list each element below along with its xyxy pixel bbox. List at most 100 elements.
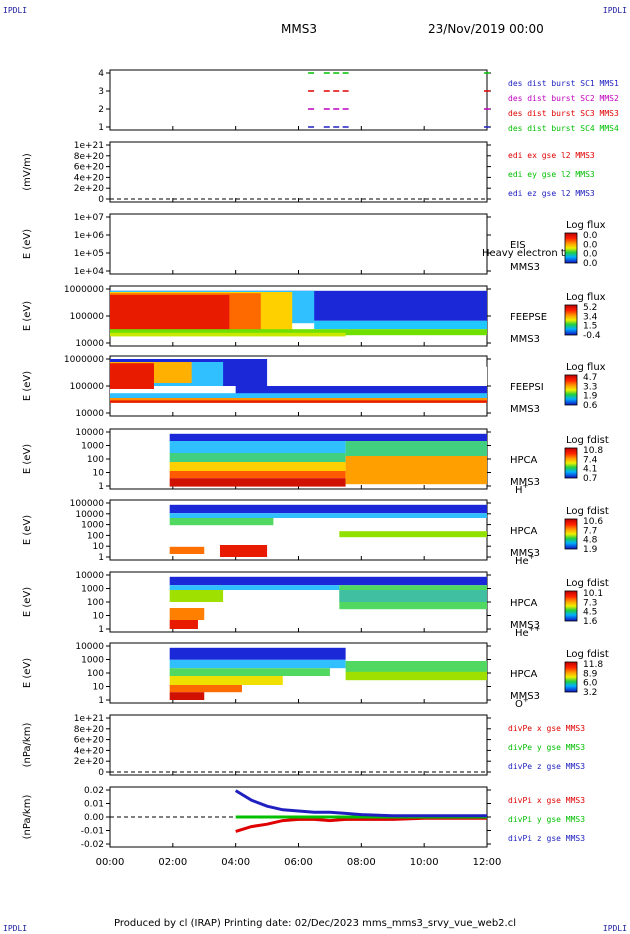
y-tick-label: 3 <box>98 87 104 97</box>
y-axis-label: E (eV) <box>22 371 33 401</box>
heatmap-band <box>110 363 154 389</box>
colorbar-tick-label: -0.4 <box>583 331 601 341</box>
instrument-label: FEEPSI <box>510 382 544 393</box>
legend-entry: divPe y gse MMS3 <box>508 743 585 752</box>
y-tick-label: 1 <box>98 553 104 563</box>
panel-burst-flags: 4 3 2 1 des dist burst SC1 MMS1 des dist burs… <box>98 69 619 133</box>
y-axis-label: E (eV) <box>22 658 33 688</box>
colorbar-tick-label: 1.9 <box>583 392 598 402</box>
colorbar-title: Log fdist <box>566 578 609 589</box>
heatmap-band <box>169 590 224 602</box>
heatmap-band <box>169 647 346 660</box>
y-axis-label: E (eV) <box>22 301 33 331</box>
heatmap-band <box>169 692 205 700</box>
heatmap-band <box>169 453 346 462</box>
y-tick-label: 1000 <box>81 585 104 595</box>
heatmap-band <box>169 585 340 590</box>
colorbar-tick-label: 4.1 <box>583 465 597 475</box>
y-tick-label: 0.01 <box>84 800 104 810</box>
legend-entry: des dist burst SC3 MMS3 <box>508 109 619 118</box>
y-tick-label: 0.02 <box>84 786 104 796</box>
colorbar-tick-label: 6.0 <box>583 679 598 689</box>
colorbar-title: Log fdist <box>566 649 609 660</box>
heatmap-band <box>169 513 488 518</box>
y-tick-label: 10 <box>93 683 105 693</box>
legend-entry: divPi y gse MMS3 <box>508 815 585 824</box>
instrument-spacecraft-label: MMS3 <box>510 404 540 415</box>
y-tick-label: 10000 <box>75 642 104 652</box>
heatmap-band <box>110 329 487 336</box>
legend-entry: des dist burst SC4 MMS4 <box>508 124 619 133</box>
colorbar-tick-label: 5.2 <box>583 303 597 313</box>
x-tick-label: 00:00 <box>96 857 125 868</box>
heatmap-band <box>169 504 488 514</box>
instrument-label: FEEPSE <box>510 312 547 323</box>
colorbar-tick-label: 7.4 <box>583 455 598 465</box>
panel-feeps-e: 1000000 100000 10000 E (eV) FEEPSE MMS3 Log fl… <box>22 285 606 349</box>
legend-entry: edi ey gse l2 MMS3 <box>508 170 595 179</box>
legend-entry: des dist burst SC1 MMS1 <box>508 79 619 88</box>
x-tick-label: 02:00 <box>158 857 187 868</box>
species-label: He++ <box>515 625 541 639</box>
instrument-spacecraft-label: MMS3 <box>510 334 540 345</box>
y-tick-label: 1e+04 <box>74 267 105 277</box>
y-tick-label: 8e+20 <box>74 152 105 162</box>
y-tick-label: 6e+20 <box>74 163 105 173</box>
heatmap-band <box>339 531 487 538</box>
colorbar-tick-label: 0.0 <box>583 240 598 250</box>
heatmap-band <box>169 620 198 629</box>
y-tick-label: 2e+20 <box>74 184 105 194</box>
species-label: He+ <box>515 553 535 567</box>
legend-entry: divPi z gse MMS3 <box>508 834 585 843</box>
corner-label-bottom-left: IPDLI <box>3 924 28 933</box>
x-tick-label: 06:00 <box>284 857 313 868</box>
legend-entry: divPe x gse MMS3 <box>508 724 585 733</box>
legend-entry: divPi x gse MMS3 <box>508 796 585 805</box>
instrument-spacecraft-label: MMS3 <box>510 262 540 273</box>
colorbar-tick-label: 3.2 <box>583 688 597 698</box>
y-axis-label: (nPa/km) <box>22 723 33 768</box>
y-tick-label: 0.00 <box>84 813 104 823</box>
colorbar-tick-label: 11.8 <box>583 660 603 670</box>
species-charge: + <box>523 482 529 490</box>
y-tick-label: 10 <box>93 612 105 622</box>
heatmap-band <box>235 386 487 396</box>
colorbar-title: Log fdist <box>566 506 609 517</box>
colorbar-tick-label: 1.6 <box>583 617 598 627</box>
y-tick-label: 1000 <box>81 521 104 531</box>
y-tick-label: 10 <box>93 542 105 552</box>
y-tick-label: 1000000 <box>64 285 104 295</box>
y-tick-label: 10000 <box>75 510 104 520</box>
corner-label-bottom-right: IPDLI <box>602 924 627 933</box>
instrument-label: HPCA <box>510 455 538 466</box>
y-axis-label: E (eV) <box>22 229 33 259</box>
colorbar <box>564 232 578 264</box>
y-tick-label: 1e+07 <box>74 213 104 223</box>
colorbar-tick-label: 3.3 <box>583 382 597 392</box>
colorbar-tick-label: 8.9 <box>583 669 598 679</box>
instrument-label: HPCA <box>510 526 538 537</box>
colorbar-title: Log flux <box>566 220 606 231</box>
colorbar <box>564 374 578 406</box>
y-tick-label: 10000 <box>75 409 104 419</box>
panel-frame <box>109 69 488 131</box>
y-tick-label: -0.01 <box>81 827 104 837</box>
y-tick-label: 1000000 <box>64 355 104 365</box>
colorbar-tick-label: 10.8 <box>583 446 603 456</box>
footer-text: Produced by cl (IRAP) Printing date: 02/… <box>114 918 516 929</box>
y-tick-label: 100000 <box>70 312 105 322</box>
species-charge: + <box>523 696 529 704</box>
y-tick-label: -0.02 <box>81 840 104 850</box>
heatmap-band <box>169 462 346 471</box>
x-tick-label: 04:00 <box>221 857 250 868</box>
panel-frame <box>109 714 488 776</box>
y-tick-label: 1 <box>98 123 104 133</box>
y-tick-label: 1000 <box>81 442 104 452</box>
colorbar <box>564 304 578 336</box>
legend-entry: edi ez gse l2 MMS3 <box>508 189 595 198</box>
colorbar-title: Log flux <box>566 292 606 303</box>
y-tick-label: 8e+20 <box>74 725 105 735</box>
